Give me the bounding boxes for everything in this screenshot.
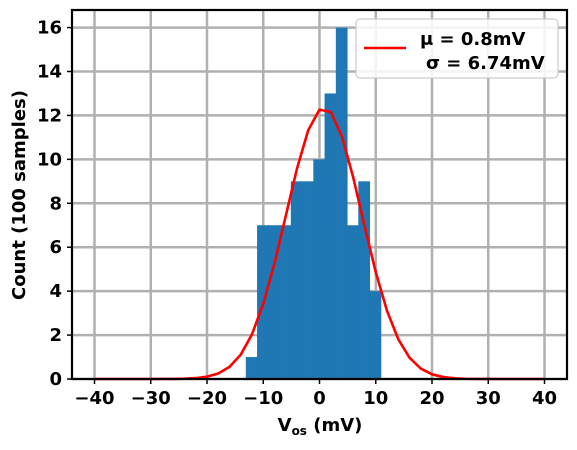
y-tick-label: 0: [49, 369, 62, 390]
histogram-bar: [347, 225, 359, 379]
histogram-bar: [313, 159, 326, 379]
histogram-bar: [358, 181, 371, 379]
y-tick-labels: 0 2 4 6 8 10 12 14 16: [37, 18, 72, 390]
y-tick-label: 16: [37, 18, 62, 39]
x-tick-label: −20: [187, 388, 227, 409]
y-tick-label: 8: [49, 193, 62, 214]
y-tick-label: 6: [49, 237, 62, 258]
x-axis-label-main: V: [278, 415, 292, 436]
histogram-bar: [268, 225, 281, 379]
legend: μ = 0.8mV σ = 6.74mV: [355, 18, 559, 79]
legend-sigma-text: σ = 6.74mV: [426, 53, 545, 74]
x-tick-label: 10: [363, 388, 388, 409]
y-tick-label: 4: [49, 281, 62, 302]
histogram-bar: [324, 93, 337, 379]
y-tick-label: 12: [37, 105, 62, 126]
x-tick-labels: −40 −30 −20 −10 0 10 20 30 40: [74, 379, 557, 409]
histogram-bar: [245, 357, 258, 379]
x-tick-label: −40: [74, 388, 114, 409]
histogram-bar: [279, 225, 292, 379]
x-axis-label-unit: (mV): [307, 415, 362, 436]
x-tick-label: 40: [532, 388, 557, 409]
y-tick-label: 14: [37, 62, 62, 83]
x-axis-label-subscript: os: [292, 424, 307, 438]
x-tick-label: 0: [313, 388, 326, 409]
histogram-bar: [369, 291, 382, 379]
x-tick-label: −10: [243, 388, 283, 409]
y-axis-label: Count (100 samples): [9, 90, 30, 300]
histogram-bar: [335, 27, 348, 379]
y-tick-label: 2: [49, 325, 62, 346]
histogram-bar: [302, 181, 314, 379]
x-axis-label: Vos (mV): [278, 415, 363, 438]
x-tick-label: 30: [476, 388, 501, 409]
legend-box: [355, 18, 559, 79]
x-tick-label: −30: [131, 388, 171, 409]
x-tick-label: 20: [419, 388, 444, 409]
histogram-bar: [290, 181, 303, 379]
legend-mu-text: μ = 0.8mV: [420, 29, 526, 50]
y-tick-label: 10: [37, 149, 62, 170]
